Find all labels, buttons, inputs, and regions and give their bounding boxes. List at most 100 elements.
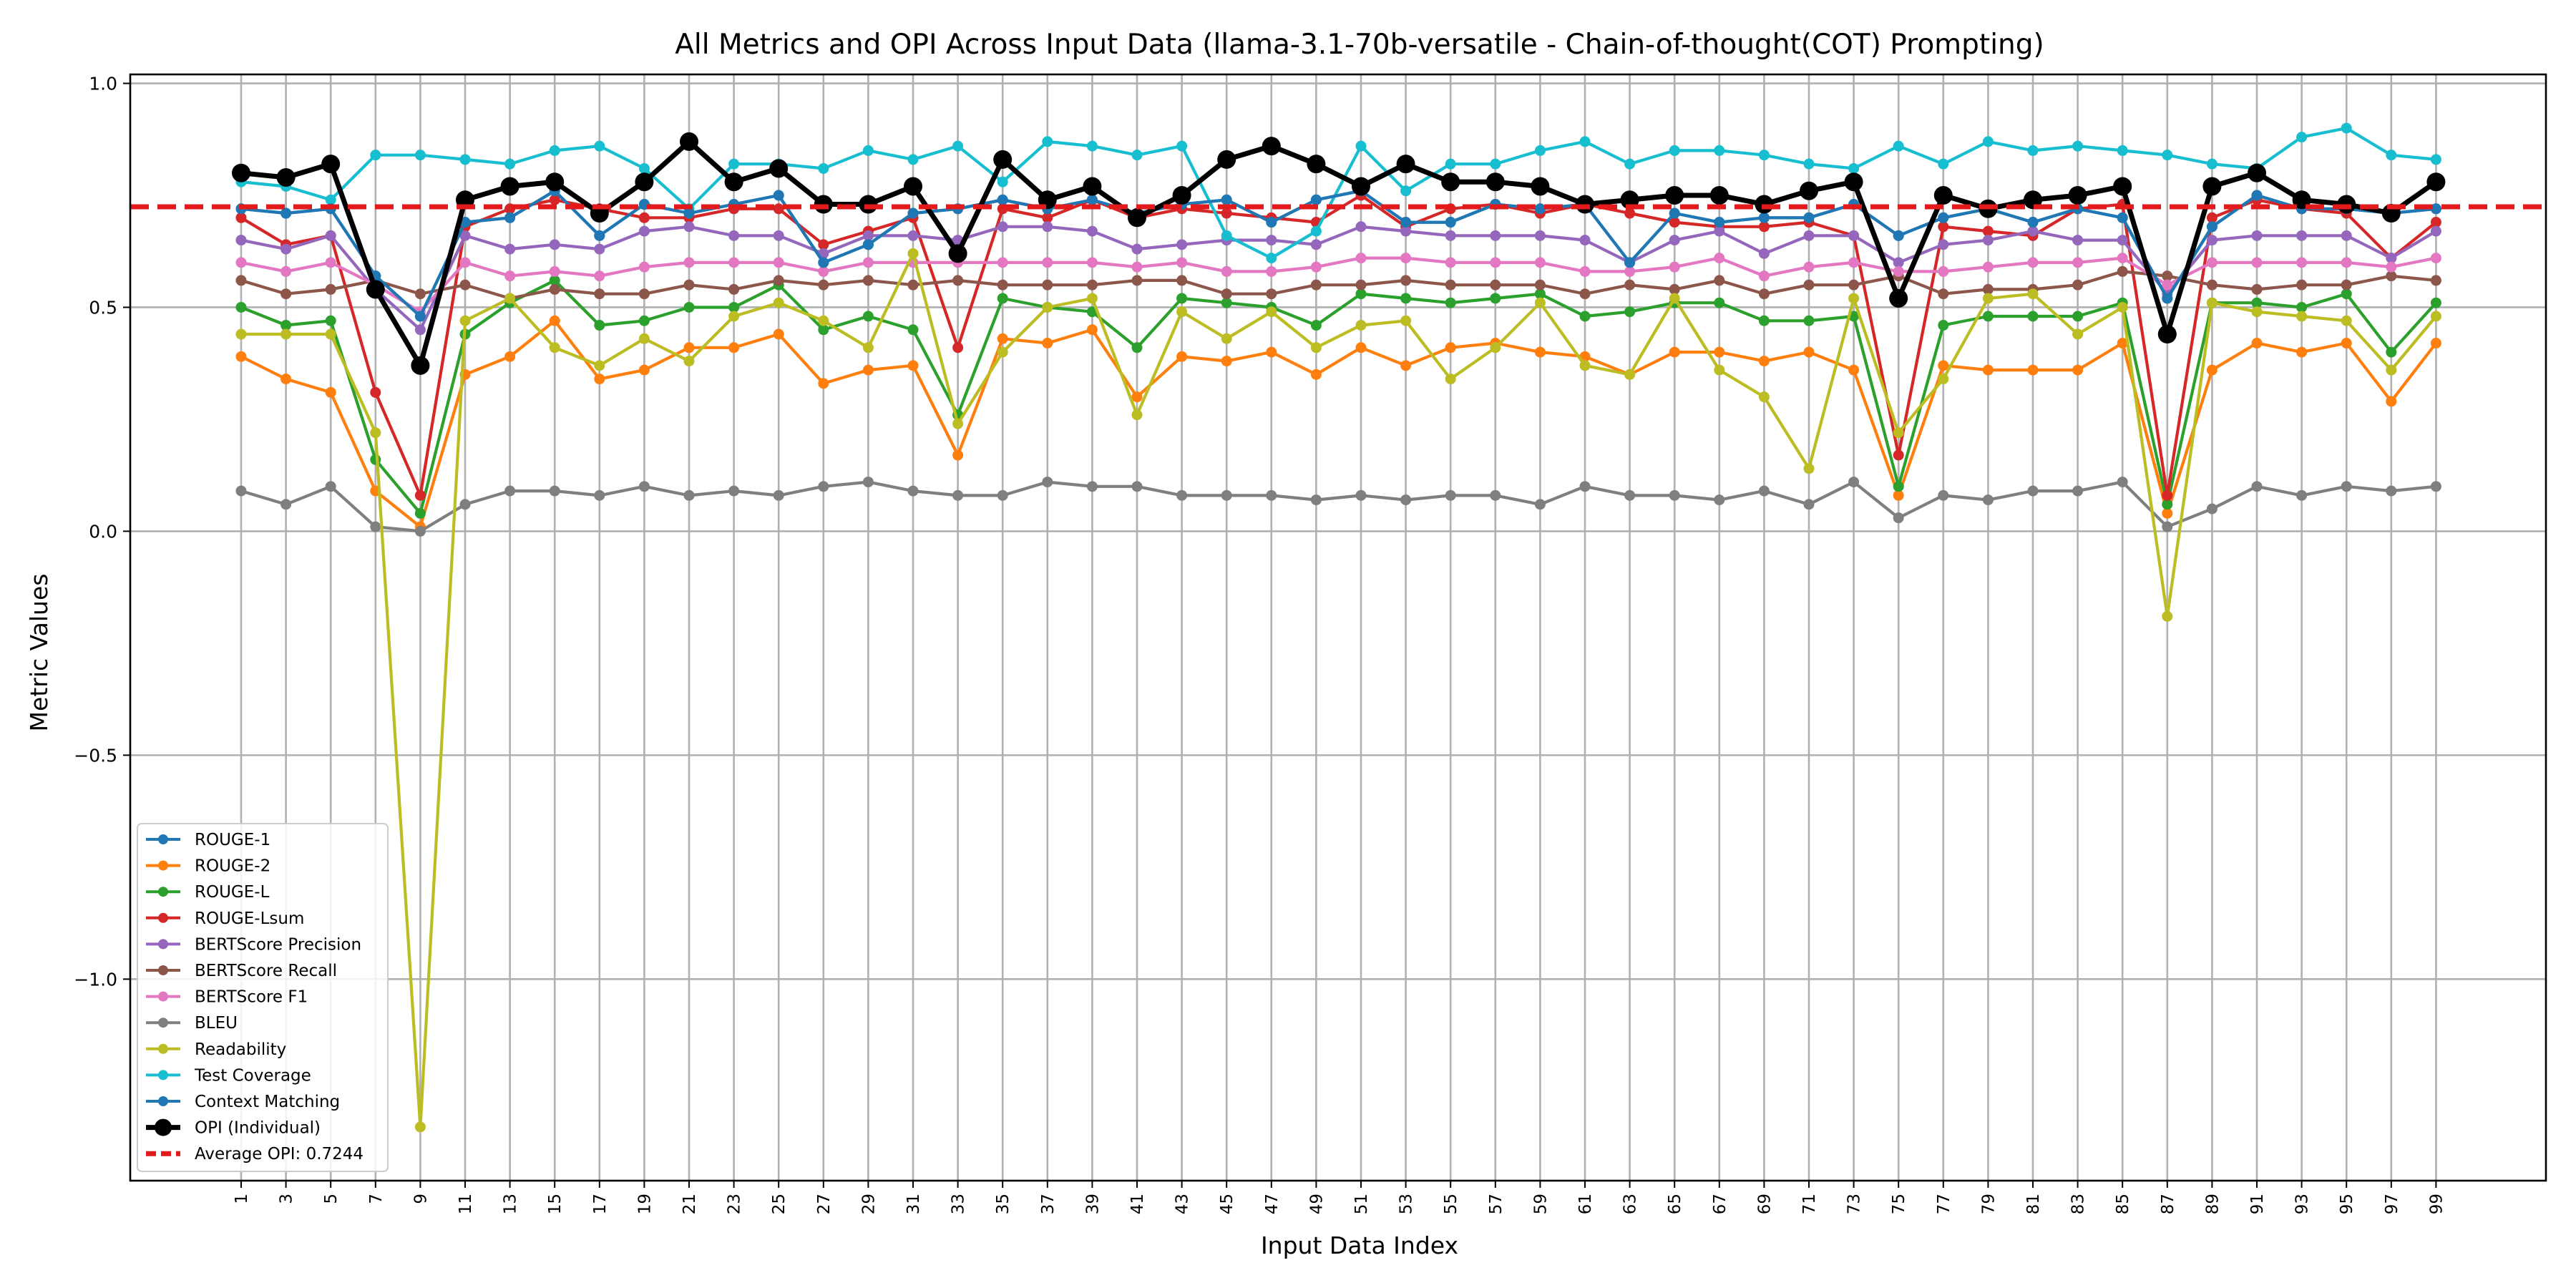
- data-point: [1445, 279, 1456, 291]
- data-point: [1669, 261, 1680, 273]
- legend-item: BERTScore Recall: [146, 962, 337, 980]
- data-point: [638, 225, 650, 237]
- data-point: [1131, 261, 1143, 273]
- x-tick-label: 31: [904, 1194, 923, 1214]
- legend-box: [137, 823, 389, 1172]
- data-point: [504, 351, 516, 362]
- data-point: [2027, 311, 2039, 322]
- opi-point: [1352, 177, 1370, 196]
- data-point: [594, 140, 605, 152]
- data-point: [1266, 265, 1277, 277]
- opi-point: [1844, 172, 1863, 192]
- data-point: [2341, 481, 2352, 492]
- opi-point: [1933, 185, 1953, 205]
- data-point: [235, 235, 247, 246]
- data-point: [2162, 279, 2173, 291]
- data-point: [1131, 275, 1143, 286]
- x-tick-label: 33: [950, 1194, 968, 1214]
- data-point: [862, 342, 874, 353]
- x-tick-label: 43: [1174, 1194, 1192, 1214]
- legend-label: ROUGE-1: [195, 831, 270, 849]
- data-point: [2072, 364, 2084, 376]
- data-point: [818, 279, 829, 291]
- data-point: [862, 275, 874, 286]
- data-point: [773, 257, 784, 268]
- data-point: [325, 481, 336, 492]
- data-point: [2162, 521, 2173, 532]
- data-point: [1221, 288, 1232, 300]
- data-point: [2117, 253, 2128, 264]
- data-point: [1758, 391, 1770, 403]
- x-tick-label: 77: [1935, 1194, 1953, 1214]
- opi-point: [411, 356, 430, 375]
- opi-point: [2248, 163, 2266, 182]
- data-point: [2296, 346, 2308, 358]
- data-point: [862, 311, 874, 322]
- data-point: [1355, 279, 1367, 291]
- data-point: [1266, 235, 1277, 246]
- data-point: [1221, 333, 1232, 344]
- data-point: [907, 360, 919, 371]
- x-tick-label: 41: [1128, 1194, 1147, 1214]
- legend-item: ROUGE-Lsum: [146, 909, 304, 928]
- data-point: [1445, 297, 1456, 308]
- data-point: [1534, 499, 1546, 510]
- data-point: [2251, 306, 2263, 318]
- series-line: [240, 319, 2438, 529]
- data-point: [907, 279, 919, 291]
- data-point: [1982, 311, 1994, 322]
- series-bleu: [235, 477, 2441, 537]
- data-point: [818, 315, 829, 326]
- data-point: [1848, 257, 1860, 268]
- data-point: [1848, 364, 1860, 376]
- data-point: [907, 154, 919, 165]
- data-point: [1982, 261, 1994, 273]
- data-point: [1355, 253, 1367, 264]
- x-tick-label: 19: [635, 1194, 654, 1214]
- data-point: [1579, 136, 1591, 147]
- data-point: [2251, 230, 2263, 241]
- data-point: [1490, 257, 1501, 268]
- data-point: [773, 230, 784, 241]
- data-point: [280, 208, 292, 219]
- opi-point: [769, 159, 789, 178]
- data-point: [1221, 356, 1232, 367]
- x-tick-label: 11: [457, 1194, 475, 1214]
- data-point: [1400, 494, 1412, 506]
- legend-swatch-marker: [158, 912, 168, 923]
- x-tick-label: 21: [680, 1194, 699, 1214]
- data-point: [1938, 288, 1949, 300]
- data-point: [773, 203, 784, 215]
- data-point: [728, 301, 740, 313]
- opi-point: [859, 195, 878, 214]
- data-point: [862, 257, 874, 268]
- x-tick-label: 51: [1352, 1194, 1371, 1214]
- data-point: [1534, 230, 1546, 241]
- opi-point: [2113, 177, 2132, 196]
- data-point: [1714, 297, 1725, 308]
- data-point: [1086, 293, 1098, 304]
- data-point: [1803, 279, 1815, 291]
- opi-point: [2337, 195, 2356, 214]
- data-point: [1534, 257, 1546, 268]
- data-point: [1490, 489, 1501, 501]
- data-point: [2341, 279, 2352, 291]
- data-point: [280, 243, 292, 255]
- data-point: [1624, 265, 1636, 277]
- opi-point: [1172, 185, 1191, 205]
- data-point: [1982, 494, 1994, 506]
- opi-point: [366, 280, 385, 299]
- data-point: [280, 499, 292, 510]
- data-point: [997, 221, 1008, 233]
- data-point: [1714, 364, 1725, 376]
- data-point: [638, 288, 650, 300]
- opi-point: [1665, 185, 1684, 205]
- data-point: [1848, 162, 1860, 174]
- opi-point: [1128, 208, 1146, 228]
- data-point: [683, 221, 695, 233]
- data-point: [2206, 212, 2218, 223]
- data-point: [1938, 489, 1949, 501]
- data-point: [2251, 481, 2263, 492]
- data-point: [2206, 158, 2218, 170]
- chart-title: All Metrics and OPI Across Input Data (l…: [675, 29, 2044, 61]
